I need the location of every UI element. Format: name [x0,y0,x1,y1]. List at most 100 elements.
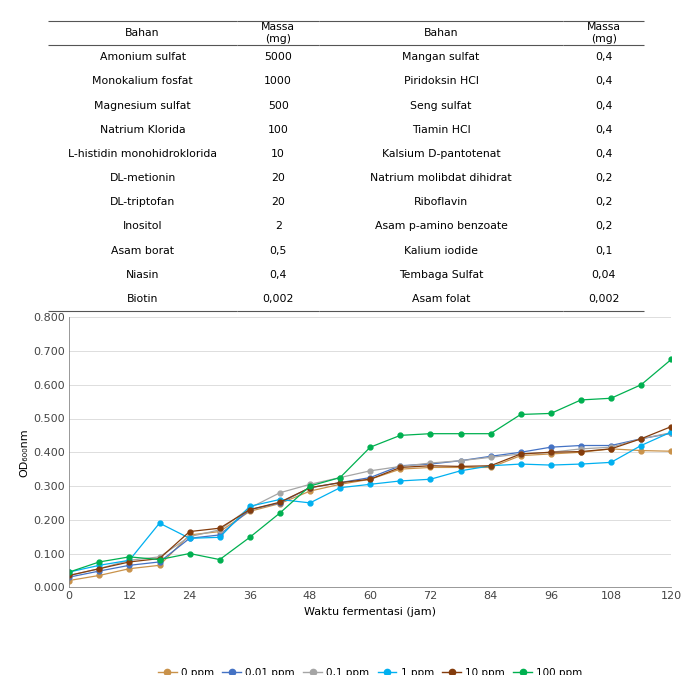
100 ppm [125,553,134,561]
0,1 ppm [275,489,284,497]
1 ppm [185,535,194,543]
100 ppm [306,482,314,490]
100 ppm [547,409,555,417]
100 ppm [486,430,495,438]
0,01 ppm [547,443,555,452]
0,01 ppm [396,462,404,470]
1 ppm [396,477,404,485]
0,1 ppm [516,450,525,458]
1 ppm [576,460,585,468]
0 ppm [65,576,73,585]
1 ppm [456,467,464,475]
1 ppm [155,519,163,527]
100 ppm [396,431,404,439]
10 ppm [185,528,194,536]
0,01 ppm [125,562,134,570]
10 ppm [607,445,615,453]
10 ppm [426,462,435,470]
0 ppm [576,448,585,456]
100 ppm [185,549,194,558]
0 ppm [125,564,134,572]
0 ppm [516,452,525,460]
1 ppm [275,495,284,504]
0,1 ppm [637,435,645,443]
0,1 ppm [246,504,254,512]
1 ppm [667,428,675,436]
0,01 ppm [366,474,374,482]
0 ppm [215,528,224,536]
0,01 ppm [336,479,344,487]
0,1 ppm [667,429,675,437]
0 ppm [95,571,104,579]
0,01 ppm [486,452,495,460]
Y-axis label: OD₆₀₀nm: OD₆₀₀nm [19,428,29,477]
0,01 ppm [215,531,224,539]
10 ppm [637,435,645,443]
Line: 0,1 ppm: 0,1 ppm [66,430,674,578]
100 ppm [607,394,615,402]
0,1 ppm [607,443,615,452]
0,01 ppm [607,441,615,450]
10 ppm [516,450,525,458]
100 ppm [366,443,374,452]
0,1 ppm [366,467,374,475]
0 ppm [547,450,555,458]
Line: 1 ppm: 1 ppm [66,429,674,574]
Line: 0,01 ppm: 0,01 ppm [66,431,674,580]
0,1 ppm [396,462,404,470]
1 ppm [65,568,73,576]
10 ppm [65,571,73,579]
0 ppm [607,445,615,453]
Line: 10 ppm: 10 ppm [66,424,674,578]
10 ppm [155,555,163,563]
0,01 ppm [95,567,104,575]
10 ppm [125,558,134,566]
10 ppm [486,462,495,470]
10 ppm [246,506,254,514]
0,01 ppm [637,435,645,443]
10 ppm [306,483,314,491]
1 ppm [607,458,615,466]
0 ppm [366,475,374,483]
10 ppm [667,423,675,431]
1 ppm [125,556,134,564]
1 ppm [426,475,435,483]
1 ppm [336,483,344,491]
10 ppm [336,479,344,487]
Line: 100 ppm: 100 ppm [66,357,674,574]
0 ppm [396,465,404,473]
Legend: 0 ppm, 0,01 ppm, 0,1 ppm, 1 ppm, 10 ppm, 100 ppm: 0 ppm, 0,01 ppm, 0,1 ppm, 1 ppm, 10 ppm,… [158,668,583,675]
0,1 ppm [95,564,104,572]
10 ppm [456,462,464,470]
100 ppm [516,410,525,418]
0,1 ppm [125,556,134,564]
0,01 ppm [155,558,163,566]
10 ppm [95,564,104,572]
0,01 ppm [185,535,194,543]
0 ppm [185,531,194,539]
0,1 ppm [456,456,464,464]
0,1 ppm [215,526,224,534]
0 ppm [336,481,344,489]
0 ppm [486,463,495,471]
10 ppm [215,524,224,532]
1 ppm [366,481,374,489]
0 ppm [456,463,464,471]
0,01 ppm [65,573,73,581]
0,1 ppm [185,533,194,541]
0 ppm [637,447,645,455]
0 ppm [155,562,163,570]
0,01 ppm [667,429,675,437]
100 ppm [215,556,224,564]
1 ppm [486,462,495,470]
100 ppm [65,568,73,576]
10 ppm [547,448,555,456]
1 ppm [95,562,104,570]
0,1 ppm [486,454,495,462]
0,01 ppm [516,448,525,456]
0 ppm [246,508,254,516]
100 ppm [426,430,435,438]
10 ppm [396,463,404,471]
0 ppm [275,500,284,508]
0,01 ppm [576,441,585,450]
